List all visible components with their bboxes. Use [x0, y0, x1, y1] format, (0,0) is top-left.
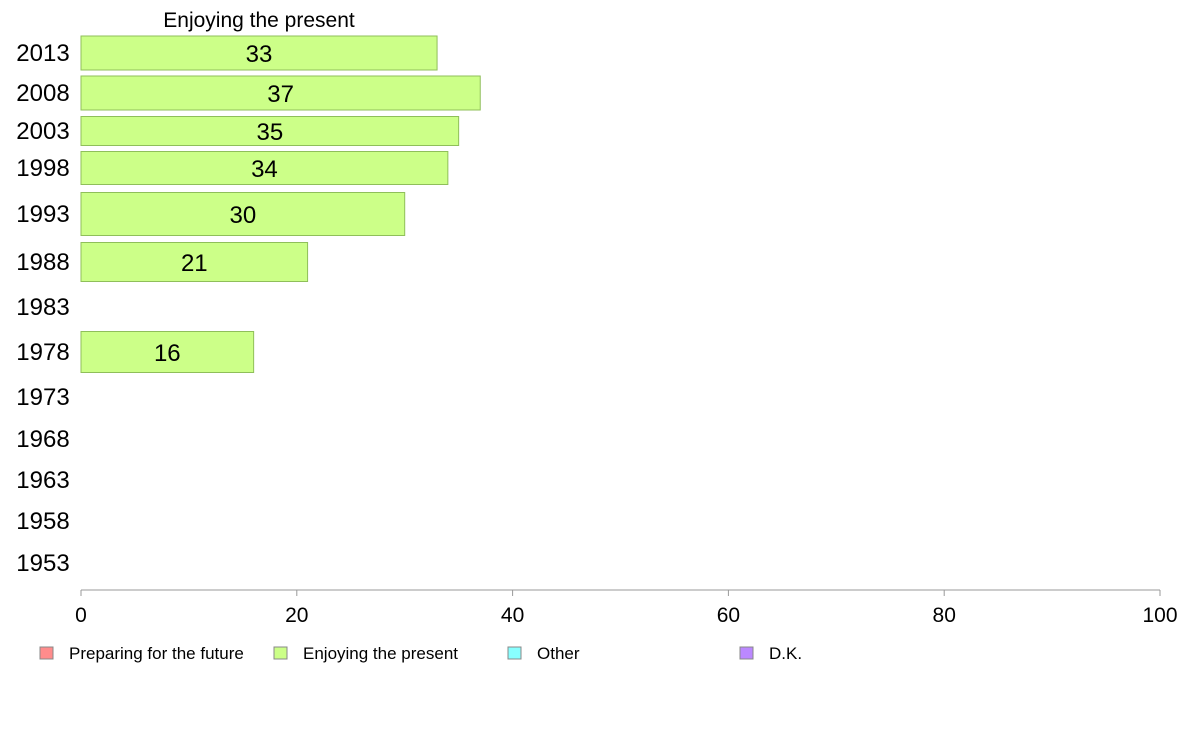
data-label-1978: 16: [154, 340, 181, 367]
data-label-2008: 37: [267, 81, 294, 108]
bar-1998: [80, 151, 449, 185]
chart-title: Enjoying the present: [163, 9, 355, 32]
bar-1993: [80, 192, 406, 236]
legend-swatch-d-k: [739, 646, 754, 660]
legend-swatch-enjoying-the-present: [273, 646, 288, 660]
legend-label-d-k: D.K.: [769, 644, 802, 663]
data-label-2003: 35: [256, 119, 283, 146]
y-tick-label-2008: 2008: [16, 80, 69, 107]
y-axis-labels: 2013 2008 2003 1998 1993 1988 1983 1978 1973 1968…: [16, 40, 69, 577]
y-tick-label-2003: 2003: [16, 118, 69, 145]
bar-2003: [80, 116, 460, 146]
data-label-1993: 30: [229, 202, 256, 229]
x-tick-label-100: 100: [1142, 604, 1177, 627]
y-tick-label-1953: 1953: [16, 550, 69, 577]
x-tick-label-20: 20: [285, 604, 308, 627]
y-tick-label-1968: 1968: [16, 426, 69, 453]
y-tick-label-1998: 1998: [16, 155, 69, 182]
bar-2013: [80, 35, 438, 71]
x-tick-label-40: 40: [501, 604, 524, 627]
bars-layer: 33 37 35 34 30 21 16: [80, 35, 481, 373]
x-axis: 0 20 40 60 80 100: [75, 589, 1178, 627]
x-tick-label-80: 80: [933, 604, 956, 627]
y-tick-label-2013: 2013: [16, 40, 69, 67]
y-tick-label-1988: 1988: [16, 249, 69, 276]
bar-1988: [80, 242, 309, 282]
y-tick-label-1973: 1973: [16, 384, 69, 411]
data-label-1988: 21: [181, 250, 208, 277]
x-tick-label-0: 0: [75, 604, 87, 627]
y-tick-label-1993: 1993: [16, 201, 69, 228]
y-tick-label-1978: 1978: [16, 339, 69, 366]
y-tick-label-1983: 1983: [16, 294, 69, 321]
legend-label-other: Other: [537, 644, 580, 663]
bar-1978: [80, 331, 255, 373]
x-tick-label-60: 60: [717, 604, 740, 627]
legend-swatch-preparing-for-the-future: [39, 646, 54, 660]
bar-2008: [80, 75, 481, 111]
y-tick-label-1958: 1958: [16, 508, 69, 535]
data-label-1998: 34: [251, 156, 278, 183]
legend: Preparing for the future Enjoying the pre…: [39, 644, 802, 663]
legend-label-enjoying-the-present: Enjoying the present: [303, 644, 458, 663]
data-label-2013: 33: [246, 41, 273, 68]
legend-swatch-other: [507, 646, 522, 660]
legend-label-preparing-for-the-future: Preparing for the future: [69, 644, 244, 663]
y-tick-label-1963: 1963: [16, 467, 69, 494]
